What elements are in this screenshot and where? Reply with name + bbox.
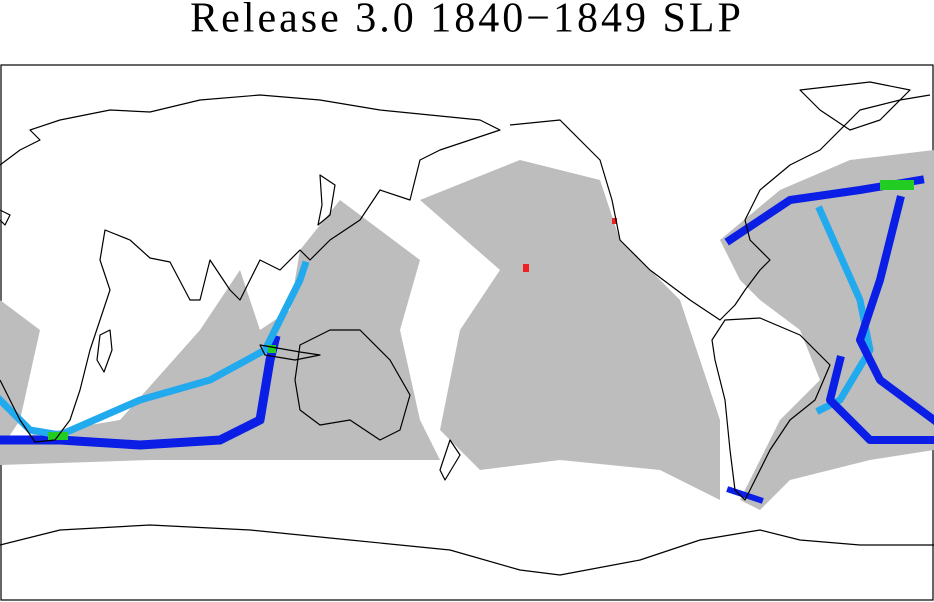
coastline (294, 329, 411, 441)
coastlines (0, 81, 934, 576)
lane (726, 486, 764, 504)
coastline (259, 344, 321, 361)
coastline (711, 317, 831, 501)
hotspot (268, 345, 276, 353)
hotspot (612, 218, 617, 224)
coastline (799, 81, 911, 131)
coastline (317, 174, 336, 226)
coverage-area (0, 200, 440, 465)
coastline (0, 524, 934, 576)
lane (0, 260, 310, 439)
coverage-area (420, 160, 720, 500)
coastline (0, 209, 11, 226)
observation-coverage (0, 150, 934, 510)
coastline (509, 94, 931, 321)
lane (856, 195, 934, 425)
map-title: Release 3.0 1840−1849 SLP (190, 0, 744, 42)
shipping-lanes (0, 175, 934, 504)
hotspot (880, 180, 914, 190)
coastline (0, 94, 501, 443)
coastline (96, 329, 113, 373)
lane (826, 355, 934, 444)
coastline (439, 439, 461, 481)
hotspot (523, 264, 529, 272)
coverage-area (720, 150, 934, 510)
